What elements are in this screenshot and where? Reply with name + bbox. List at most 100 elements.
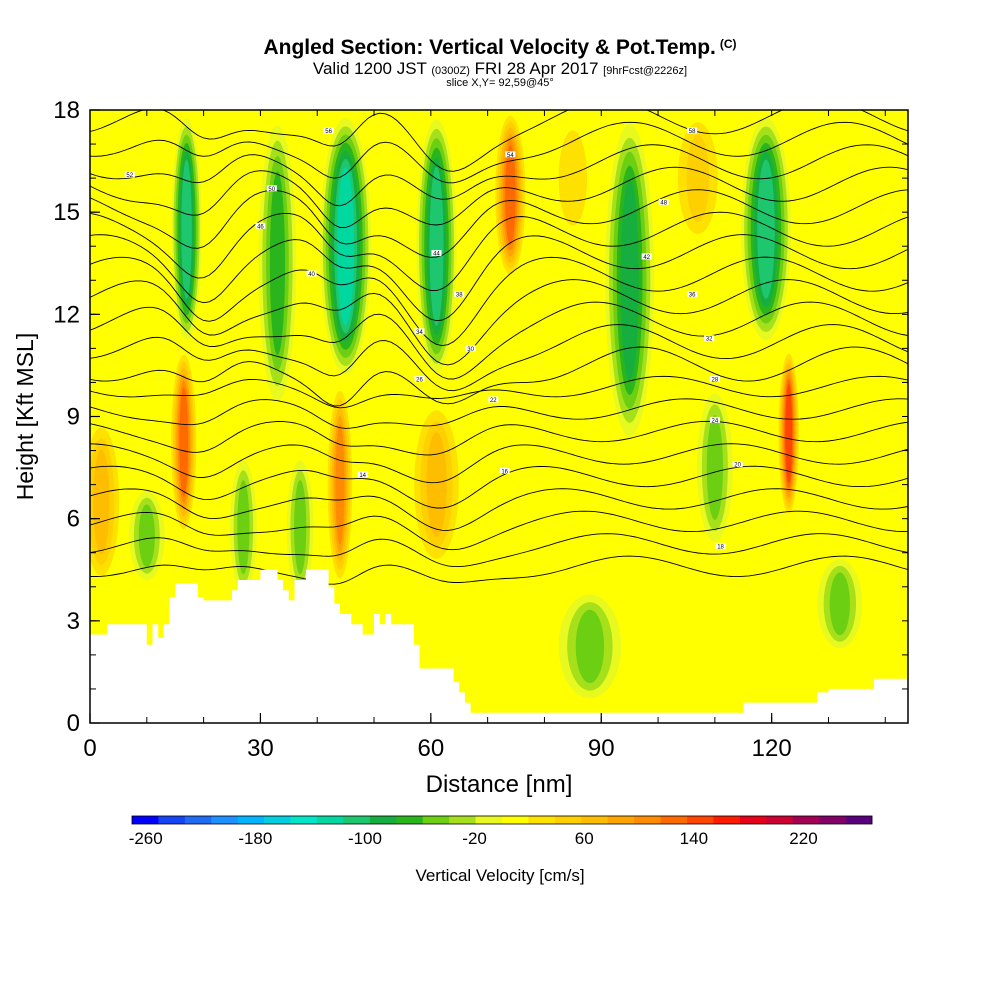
isentrope-label-bg [414,376,425,383]
y-tick-label: 0 [67,710,80,737]
isentrope-label-bg [306,270,317,277]
isentrope-34 [90,301,908,380]
isentrope-26 [90,398,908,429]
downdraft-band [237,480,250,575]
valid-utc: (0300Z) [431,65,470,77]
colorbar-swatch [449,816,476,824]
colorbar-swatch [766,816,794,824]
isentrope-label: 24 [712,418,719,424]
isentrope-label: 30 [467,347,474,353]
updraft-column-0 [171,354,197,530]
isentrope-46 [90,166,908,228]
chart-slice-info: slice X,Y= 92,59@45° [446,77,554,89]
colorbar-tick-label: 220 [789,829,817,848]
downdraft-column-11 [697,393,733,542]
colorbar-swatch [422,816,450,824]
isentrope-label: 44 [433,252,440,258]
downdraft-band [829,572,850,636]
isentrope-50 [90,121,908,184]
y-tick-label: 9 [67,404,80,431]
downdraft-band [620,179,639,381]
isentrope-48 [90,144,908,207]
isentrope-label-bg [499,467,510,474]
isentrope-label: 58 [689,129,696,135]
isentrope-label: 16 [501,469,508,475]
isentrope-22 [90,443,908,484]
isentrope-16 [90,510,908,551]
y-tick-label: 15 [53,199,80,226]
chart-title: Angled Section: Vertical Velocity & Pot.… [263,36,737,59]
isentrope-20 [90,465,908,509]
isentropes: 14 16 18 20 22 24 26 28 30 32 34 36 38 40 42 44 46 48 50 52… [90,110,908,585]
downdraft-band [181,159,192,299]
colorbar-swatch [845,816,873,824]
colorbar-swatch [713,816,741,824]
x-tick-label: 0 [83,735,96,762]
isentrope-label-bg [357,471,368,478]
chart-valid-time: Valid 1200 JST (0300Z) FRI 28 Apr 2017 [… [0,59,1000,79]
colorbar-swatch [317,816,344,824]
valid-prefix: Valid 1200 JST [312,59,427,78]
colorbar-swatch [237,816,265,824]
downdraft-band [138,504,155,568]
isentrope-24 [90,420,908,456]
isentrope-14 [90,533,908,568]
isentrope-label: 14 [359,473,366,479]
colorbar-swatch [634,816,661,824]
colorbar-swatch [581,816,609,824]
colorbar-tick-label: 140 [680,829,708,848]
isentrope-label-bg [709,376,720,383]
updraft-band [785,384,793,483]
forecast-info: [9hrFcst@2226z] [603,65,688,77]
colorbar-swatch [290,816,318,824]
updraft-column-2 [495,115,526,275]
colorbar-tick-label: 60 [575,829,594,848]
isentrope-12 [90,555,908,585]
downdraft-column-2 [320,118,372,375]
isentrope-label-bg [709,416,720,423]
updraft-column-1 [327,390,353,579]
downdraft-column-10 [817,559,863,649]
updraft-column-7 [558,130,588,226]
isentrope-label: 40 [308,272,315,278]
colorbar-tick-label: -180 [238,829,272,848]
terrain [90,569,908,723]
y-tick-label: 6 [67,506,80,533]
plot-area: 14 16 18 20 22 24 26 28 30 32 34 36 38 40 42 44 46 48 50 52… [90,110,908,723]
y-tick-label: 3 [67,608,80,635]
isentrope-label-bg [704,335,715,342]
isentrope-42 [90,211,908,291]
isentrope-label: 52 [126,173,133,179]
colorbar-swatch [184,816,212,824]
isentrope-label-bg [454,290,465,297]
x-axis-label: Distance [nm] [426,771,573,798]
isentrope-label: 22 [490,398,497,404]
isentrope-18 [90,488,908,531]
colorbar-tick-label: -100 [348,829,382,848]
isentrope-label-bg [323,127,334,134]
valid-date: FRI 28 Apr 2017 [474,59,599,78]
isentrope-label-bg [124,171,135,178]
updraft-column-4 [414,410,459,559]
updraft-band [558,130,588,226]
updraft-band [505,145,516,245]
updraft-band [426,432,447,537]
colorbar-swatch [502,816,529,824]
downdraft-column-0 [171,118,202,341]
updraft-band [179,387,189,497]
isentrope-label: 56 [325,129,332,135]
isentrope-40 [90,234,908,322]
colorbar-swatch [158,816,186,824]
isentrope-label-bg [255,222,266,229]
isentrope-label-bg [687,127,698,134]
colorbar-swatch [475,816,503,824]
isentrope-label: 20 [734,463,741,469]
downdraft-band [269,171,286,356]
isentrope-label: 18 [717,544,724,550]
updraft-band [93,449,110,554]
isentrope-label: 42 [643,255,650,261]
colorbar-swatch [792,816,820,824]
isentrope-label: 54 [507,153,514,159]
updraft-band [335,424,345,545]
